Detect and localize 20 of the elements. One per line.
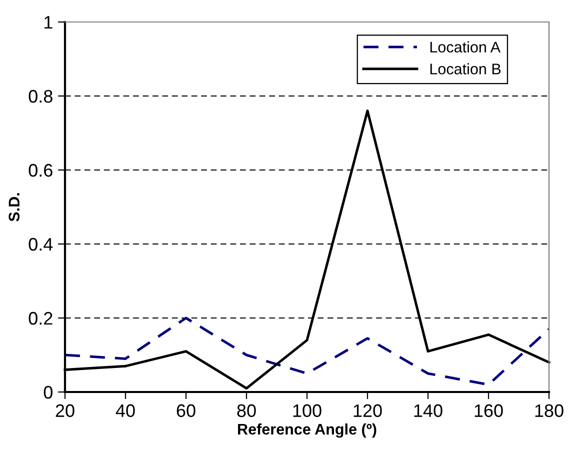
x-tick-label: 80	[237, 404, 256, 418]
x-tick-label: 160	[474, 404, 503, 418]
x-tick-label: 120	[354, 404, 382, 418]
legend-label: Location A	[430, 41, 501, 53]
line-series	[64, 316, 550, 386]
y-tick-label: 0.8	[28, 90, 52, 103]
x-tick-label: 140	[414, 404, 442, 418]
y-tick-label: 0.2	[28, 312, 52, 325]
legend-label: Location B	[430, 63, 501, 74]
x-tick-label: 40	[116, 404, 135, 418]
y-tick-label: 0.4	[28, 238, 53, 251]
x-axis-title: Reference Angle (º)	[238, 423, 376, 438]
x-tick-label: 100	[293, 404, 322, 418]
x-tick-label: 20	[56, 404, 74, 418]
x-tick-label: 180	[535, 404, 564, 418]
y-tick-label: 0	[44, 386, 52, 399]
x-tick-label: 60	[176, 404, 196, 418]
y-tick-label: 0.6	[28, 164, 52, 177]
y-axis-title: S.D.	[8, 193, 20, 222]
y-tick-label: 1	[44, 16, 52, 29]
